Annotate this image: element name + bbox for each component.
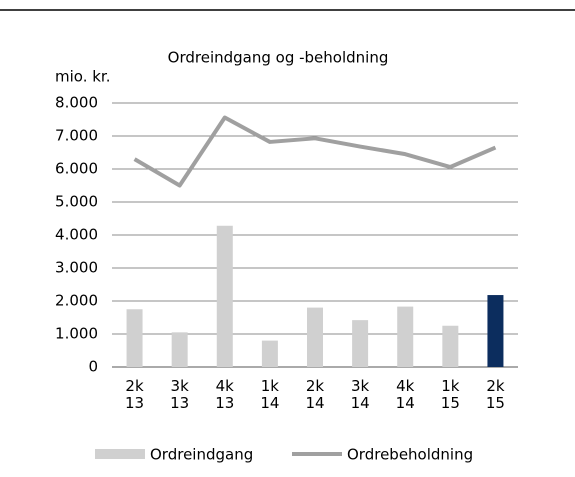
bar xyxy=(216,225,233,367)
chart-title: Ordreindgang og -beholdning xyxy=(168,49,389,67)
x-tick-label: 3k 13 xyxy=(170,377,190,412)
line xyxy=(133,115,497,188)
y-tick-label: 5.000 xyxy=(55,193,98,211)
x-tick-label: 3k 14 xyxy=(350,377,370,412)
bar xyxy=(261,340,278,367)
bar xyxy=(352,320,369,367)
y-tick-label: 0 xyxy=(88,358,98,376)
y-axis-label: mio. kr. xyxy=(55,68,110,86)
y-tick-label: 3.000 xyxy=(55,259,98,277)
y-tick-label: 4.000 xyxy=(55,226,98,244)
x-tick-label: 1k 15 xyxy=(440,377,460,412)
y-tick-label: 8.000 xyxy=(55,94,98,112)
legend-label: Ordreindgang xyxy=(150,446,253,464)
bar xyxy=(487,295,504,367)
bar xyxy=(126,309,143,367)
y-tick-label: 7.000 xyxy=(55,127,98,145)
bar xyxy=(397,306,414,367)
x-tick-label: 4k 13 xyxy=(215,377,235,412)
y-tick-label: 6.000 xyxy=(55,160,98,178)
x-tick-label: 2k 14 xyxy=(305,377,325,412)
legend-label: Ordrebeholdning xyxy=(347,446,473,464)
y-tick-label: 2.000 xyxy=(55,292,98,310)
x-tick-label: 2k 13 xyxy=(125,377,145,412)
bar xyxy=(171,332,188,367)
x-tick-label: 4k 14 xyxy=(395,377,415,412)
bar xyxy=(307,307,323,367)
legend-swatch xyxy=(95,449,145,459)
x-tick-label: 2k 15 xyxy=(485,377,505,412)
x-tick-label: 1k 14 xyxy=(260,377,280,412)
bar xyxy=(442,325,459,367)
y-tick-label: 1.000 xyxy=(55,325,98,343)
